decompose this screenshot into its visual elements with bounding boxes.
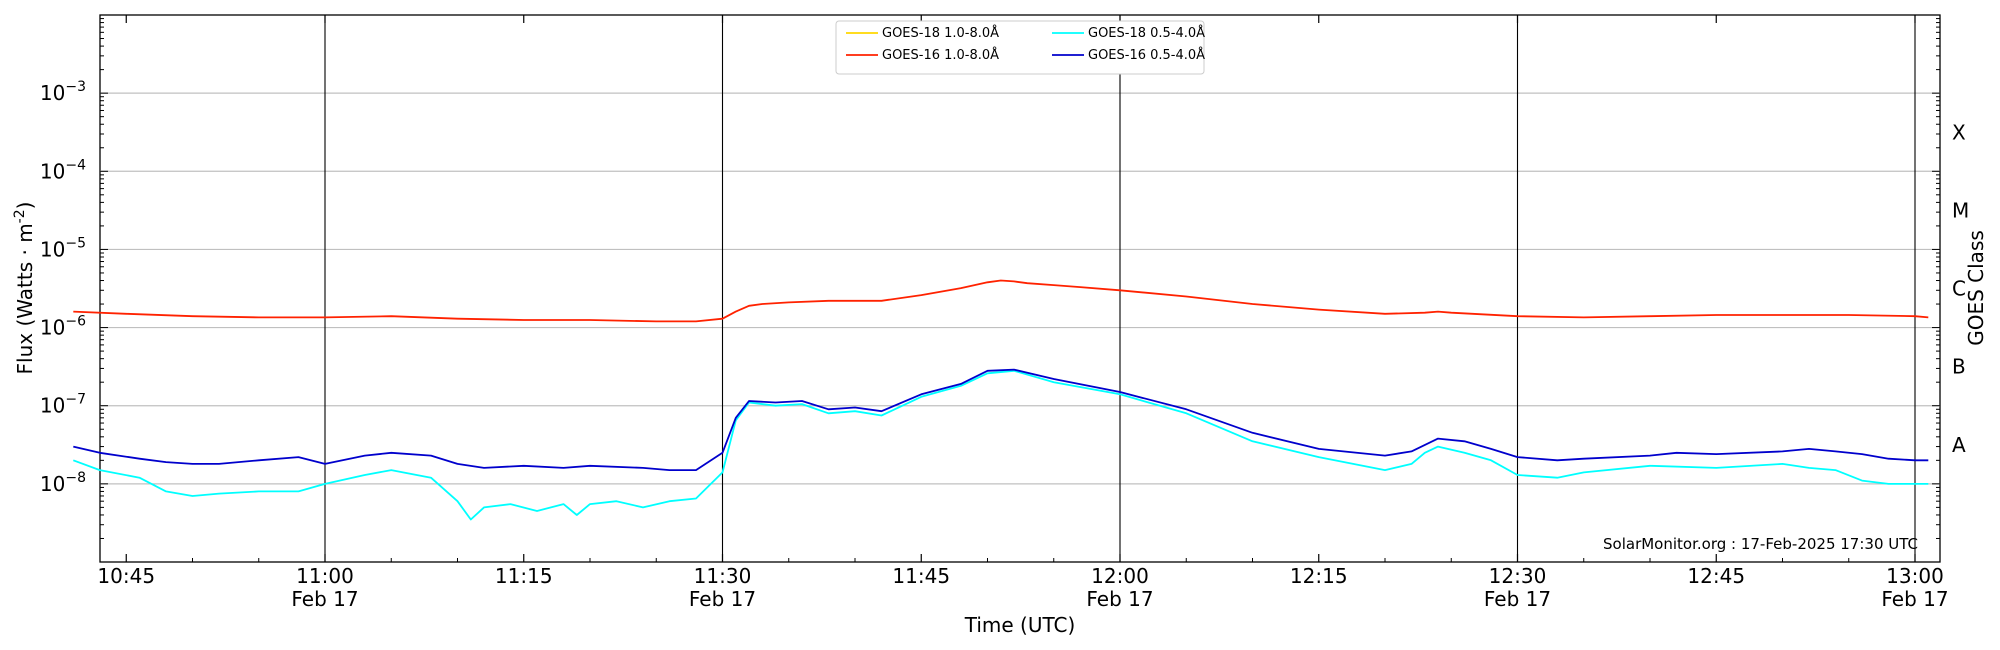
x-tick-date-label: Feb 17	[1086, 587, 1153, 611]
source-credit: SolarMonitor.org : 17-Feb-2025 17:30 UTC	[1603, 535, 1918, 553]
goes-class-axis-label: GOES Class	[1964, 230, 1988, 346]
x-tick-label: 10:45	[97, 564, 155, 588]
goes-class-label-X: X	[1952, 120, 1966, 144]
y-tick-label: 10−4	[40, 157, 86, 183]
y-axis-label: Flux (Watts · m-2)	[12, 202, 37, 375]
x-tick-label: 12:00	[1091, 564, 1149, 588]
x-tick-label: 11:00	[296, 564, 354, 588]
grid-lines	[100, 92, 1940, 485]
x-tick-label: 11:45	[892, 564, 950, 588]
y-tick-label: 10−6	[40, 314, 86, 340]
x-tick-date-label: Feb 17	[291, 587, 358, 611]
x-tick-label: 12:45	[1687, 564, 1745, 588]
legend-entry-label: GOES-18 1.0-8.0Å	[882, 25, 999, 41]
goes-class-label-M: M	[1952, 198, 1969, 222]
x-tick-label: 11:15	[495, 564, 553, 588]
goes-class-label-B: B	[1952, 355, 1966, 379]
plot-frame	[99, 14, 1941, 563]
day-time-markers	[324, 15, 1916, 562]
legend-box	[835, 20, 1205, 75]
series-line-2	[72, 369, 1929, 521]
x-axis-label: Time (UTC)	[964, 613, 1076, 637]
x-tick-label: 13:00	[1886, 564, 1944, 588]
x-tick-label: 12:15	[1290, 564, 1348, 588]
legend-entry-label: GOES-16 0.5-4.0Å	[1088, 47, 1205, 63]
x-tick-date-label: Feb 17	[689, 587, 756, 611]
x-tick-label: 11:30	[694, 564, 752, 588]
goes-class-label-C: C	[1952, 277, 1966, 301]
goes-class-label-A: A	[1952, 433, 1966, 457]
legend-entry-label: GOES-16 1.0-8.0Å	[882, 47, 999, 63]
series-line-1	[73, 279, 1929, 323]
x-tick-label: 12:30	[1489, 564, 1547, 588]
y-tick-label: 10−3	[40, 79, 86, 105]
y-tick-label: 10−8	[40, 470, 86, 496]
y-tick-label: 10−7	[40, 392, 86, 418]
legend: GOES-18 1.0-8.0Å GOES-18 0.5-4.0Å GOES-16 …	[835, 20, 1205, 75]
y-axis-ticks: 10−8 10−7 10−6 10−5 10−4 10−3	[40, 18, 1940, 563]
y-tick-label: 10−5	[40, 235, 86, 261]
x-tick-date-label: Feb 17	[1484, 587, 1551, 611]
goes-class-labels: A B C M X	[1952, 120, 1969, 457]
series-line-3	[73, 368, 1929, 472]
x-tick-date-label: Feb 17	[1881, 587, 1948, 611]
legend-entry-label: GOES-18 0.5-4.0Å	[1088, 25, 1205, 41]
flux-series	[72, 279, 1929, 521]
